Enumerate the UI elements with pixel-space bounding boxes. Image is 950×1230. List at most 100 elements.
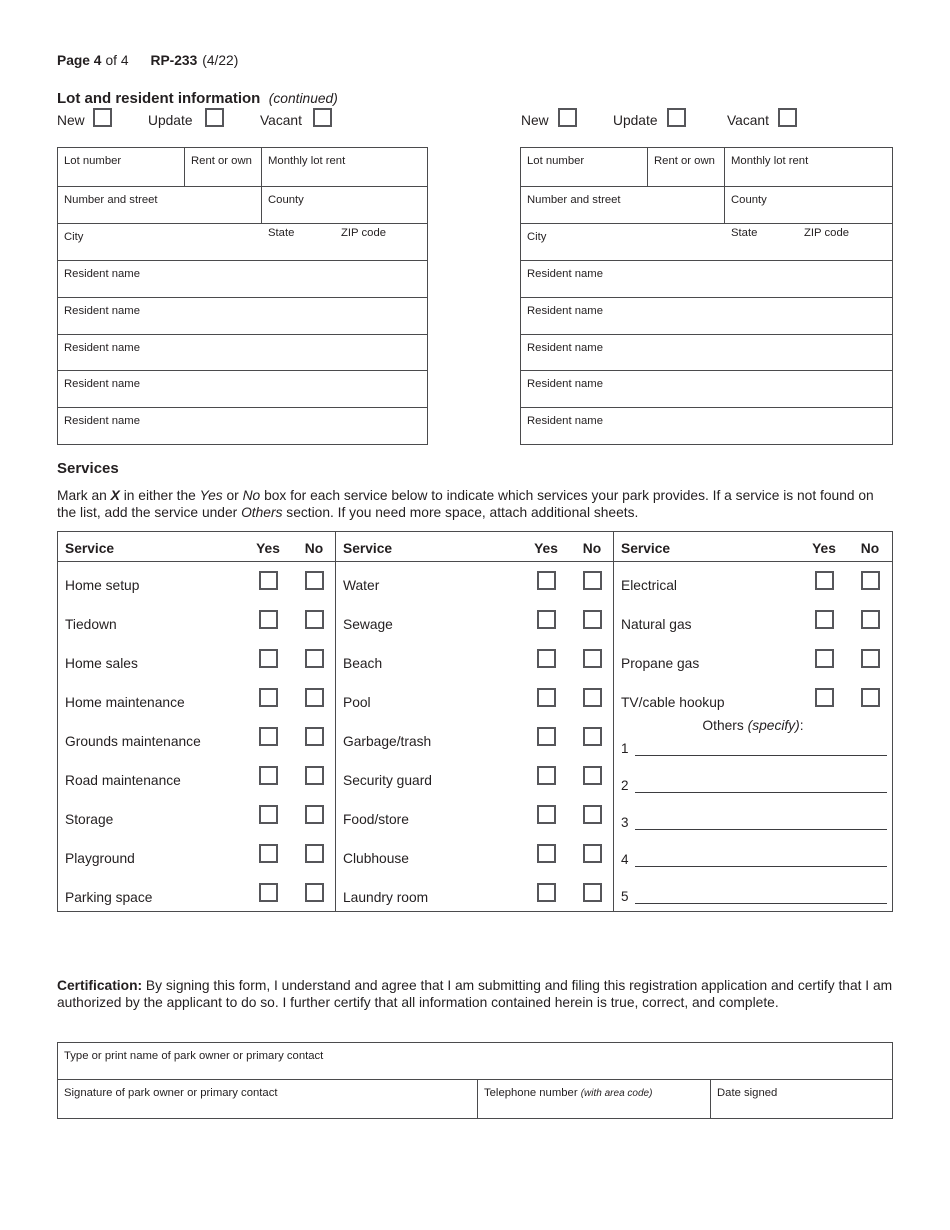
yes-checkbox[interactable]	[537, 688, 556, 707]
others-blank-input[interactable]	[634, 792, 887, 793]
yes-checkbox[interactable]	[815, 649, 834, 668]
no-checkbox[interactable]	[583, 727, 602, 746]
no-checkbox[interactable]	[305, 844, 324, 863]
no-checkbox[interactable]	[305, 766, 324, 785]
resident-name-cell[interactable]: Resident name	[527, 304, 603, 317]
no-checkbox[interactable]	[305, 610, 324, 629]
city-state-zip-cell[interactable]: City State ZIP code	[58, 224, 427, 260]
yes-checkbox[interactable]	[537, 727, 556, 746]
yes-checkbox[interactable]	[537, 766, 556, 785]
resident-name-cell[interactable]: Resident name	[64, 378, 140, 391]
service-row: Road maintenance	[58, 757, 335, 796]
zip-label: ZIP code	[341, 227, 387, 239]
rent-or-own-cell[interactable]: Rent or own	[648, 148, 725, 186]
no-checkbox[interactable]	[583, 844, 602, 863]
service-name: Home setup	[65, 578, 140, 593]
yes-checkbox[interactable]	[537, 610, 556, 629]
no-checkbox[interactable]	[583, 883, 602, 902]
no-checkbox[interactable]	[861, 688, 880, 707]
service-row: TV/cable hookup	[614, 679, 892, 718]
city-state-zip-cell[interactable]: City State ZIP code	[521, 224, 892, 260]
lot-number-cell[interactable]: Lot number	[521, 148, 648, 186]
vacant-checkbox-left[interactable]	[313, 108, 332, 127]
no-checkbox[interactable]	[583, 610, 602, 629]
service-row: Beach	[336, 640, 613, 679]
others-blank-input[interactable]	[634, 829, 887, 830]
rent-or-own-cell[interactable]: Rent or own	[185, 148, 262, 186]
lot-number-cell[interactable]: Lot number	[58, 148, 185, 186]
no-checkbox[interactable]	[305, 883, 324, 902]
yes-checkbox[interactable]	[259, 571, 278, 590]
vacant-checkbox-right[interactable]	[778, 108, 797, 127]
others-blank-input[interactable]	[634, 903, 887, 904]
resident-name-cell[interactable]: Resident name	[527, 378, 603, 391]
others-blank-input[interactable]	[634, 755, 887, 756]
yes-checkbox[interactable]	[537, 649, 556, 668]
service-name: Parking space	[65, 890, 153, 905]
update-checkbox-left[interactable]	[205, 108, 224, 127]
new-checkbox-right[interactable]	[558, 108, 577, 127]
yes-checkbox[interactable]	[259, 610, 278, 629]
monthly-lot-rent-cell[interactable]: Monthly lot rent	[268, 155, 346, 167]
telephone-cell[interactable]: Telephone number (with area code)	[478, 1080, 711, 1118]
no-checkbox[interactable]	[861, 649, 880, 668]
yes-checkbox[interactable]	[259, 805, 278, 824]
no-checkbox[interactable]	[583, 805, 602, 824]
yes-checkbox[interactable]	[537, 883, 556, 902]
resident-name-cell[interactable]: Resident name	[527, 415, 603, 428]
yes-checkbox[interactable]	[815, 610, 834, 629]
service-name: Tiedown	[65, 617, 117, 632]
resident-name-cell[interactable]: Resident name	[64, 341, 140, 354]
no-checkbox[interactable]	[583, 766, 602, 785]
yes-checkbox[interactable]	[815, 688, 834, 707]
others-line-2: 2	[621, 769, 887, 793]
yes-checkbox[interactable]	[259, 727, 278, 746]
yes-checkbox[interactable]	[259, 649, 278, 668]
update-checkbox-right[interactable]	[667, 108, 686, 127]
no-checkbox[interactable]	[583, 649, 602, 668]
service-row: Food/store	[336, 796, 613, 835]
yes-checkbox[interactable]	[259, 766, 278, 785]
date-signed-cell[interactable]: Date signed	[717, 1087, 778, 1099]
yes-checkbox[interactable]	[815, 571, 834, 590]
yes-checkbox[interactable]	[537, 805, 556, 824]
others-blank-input[interactable]	[634, 866, 887, 867]
no-checkbox[interactable]	[305, 727, 324, 746]
resident-name-cell[interactable]: Resident name	[64, 304, 140, 317]
number-and-street-cell[interactable]: Number and street	[58, 187, 262, 223]
section-title-lot-info: Lot and resident information (continued)	[57, 90, 338, 107]
state-label: State	[268, 227, 295, 239]
table-row: Resident name	[521, 370, 892, 407]
name-cell[interactable]: Type or print name of park owner or prim…	[64, 1050, 324, 1062]
yes-checkbox[interactable]	[259, 844, 278, 863]
table-row: Lot number Rent or own Monthly lot rent	[521, 148, 892, 186]
county-cell[interactable]: County	[731, 194, 767, 206]
new-checkbox-left[interactable]	[93, 108, 112, 127]
no-checkbox[interactable]	[583, 571, 602, 590]
signature-cell[interactable]: Signature of park owner or primary conta…	[58, 1080, 478, 1118]
no-checkbox[interactable]	[583, 688, 602, 707]
county-cell[interactable]: County	[268, 194, 304, 206]
resident-name-cell[interactable]: Resident name	[527, 341, 603, 354]
no-checkbox[interactable]	[861, 571, 880, 590]
no-checkbox[interactable]	[305, 571, 324, 590]
yes-checkbox[interactable]	[259, 688, 278, 707]
service-row: Parking space	[58, 874, 335, 913]
yes-checkbox[interactable]	[537, 571, 556, 590]
service-row: Water	[336, 562, 613, 601]
no-checkbox[interactable]	[305, 688, 324, 707]
service-name: Grounds maintenance	[65, 734, 201, 749]
yes-checkbox[interactable]	[537, 844, 556, 863]
number-and-street-cell[interactable]: Number and street	[521, 187, 725, 223]
resident-name-cell[interactable]: Resident name	[64, 268, 140, 280]
no-checkbox[interactable]	[305, 649, 324, 668]
table-row: Resident name	[58, 407, 427, 444]
yes-checkbox[interactable]	[259, 883, 278, 902]
monthly-lot-rent-cell[interactable]: Monthly lot rent	[731, 155, 809, 167]
resident-name-cell[interactable]: Resident name	[527, 268, 603, 280]
no-checkbox[interactable]	[305, 805, 324, 824]
service-row: Garbage/trash	[336, 718, 613, 757]
no-checkbox[interactable]	[861, 610, 880, 629]
resident-name-cell[interactable]: Resident name	[64, 415, 140, 428]
